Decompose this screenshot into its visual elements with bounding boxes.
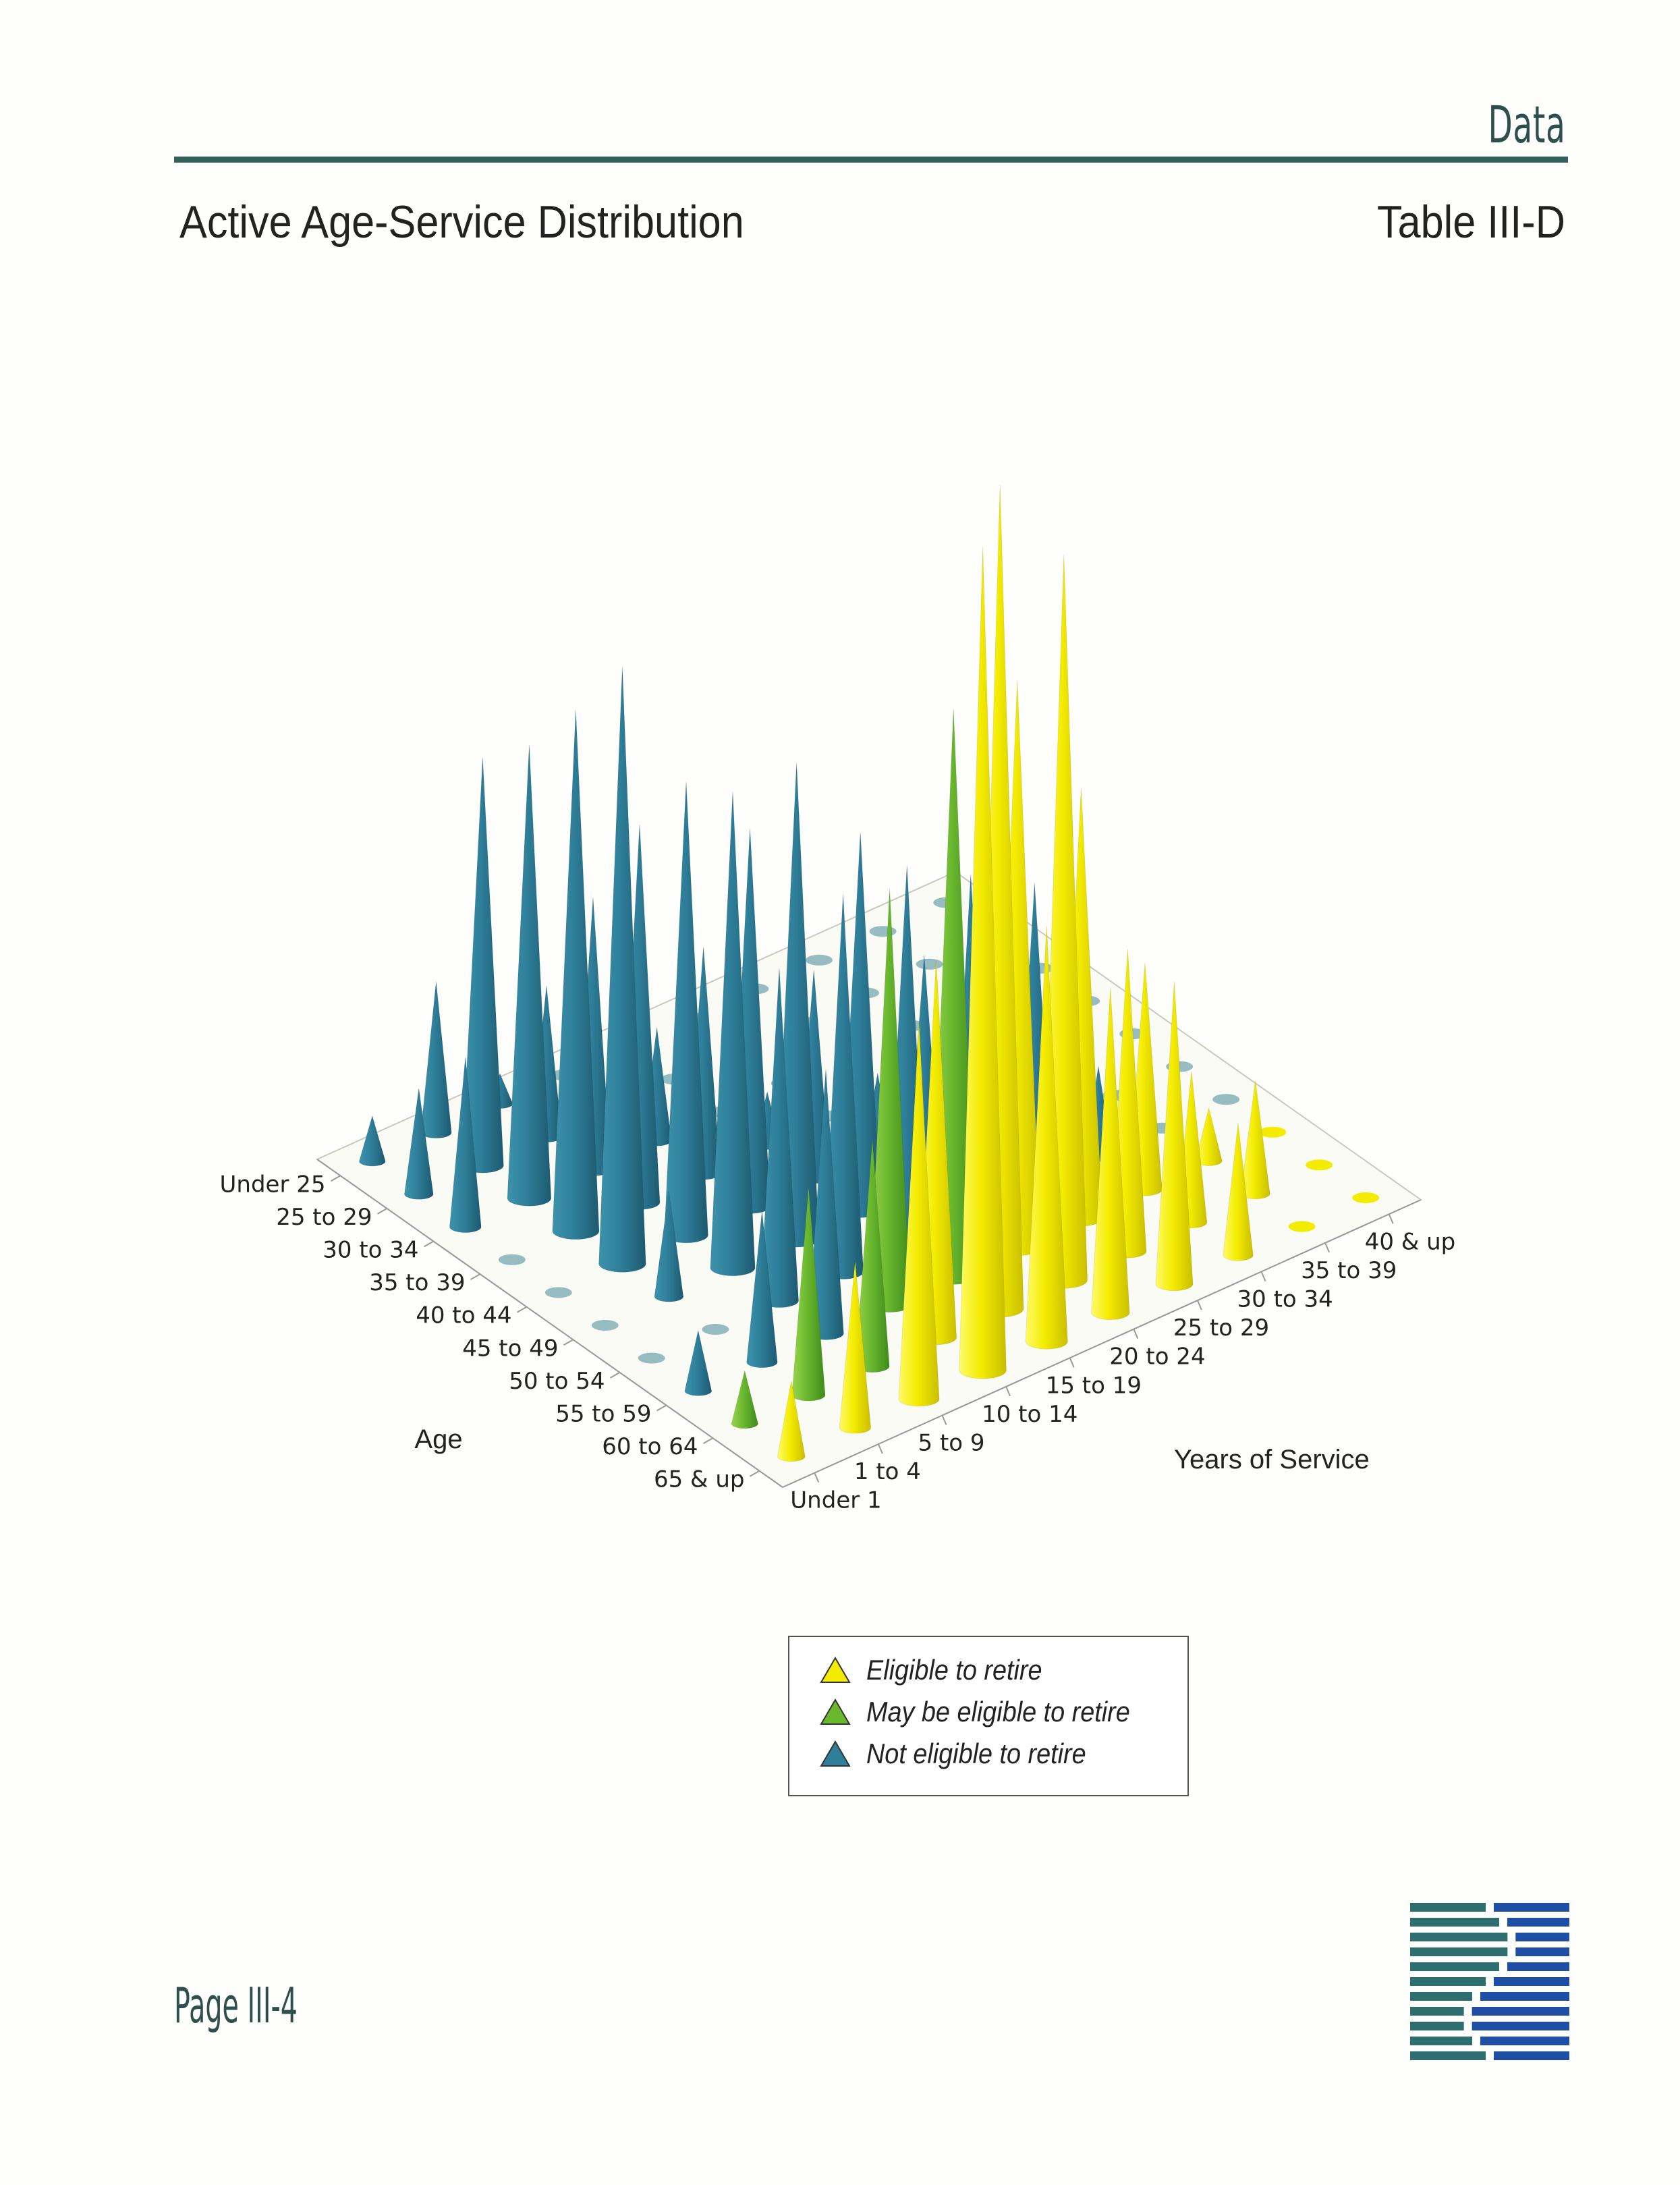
cone-2-1	[507, 744, 552, 1207]
cone-0-0	[358, 1115, 386, 1167]
chart-cones	[358, 485, 1270, 1462]
age-tick-label: 60 to 64	[602, 1433, 698, 1460]
empty-cell-marker	[916, 958, 943, 970]
service-tick	[1069, 1357, 1075, 1368]
age-tick	[331, 1175, 341, 1182]
cone-9-4	[1025, 925, 1068, 1350]
service-tick	[877, 1443, 883, 1454]
empty-cell-marker	[806, 954, 833, 966]
service-tick-label: 40 & up	[1365, 1228, 1456, 1255]
empty-cell-marker	[869, 926, 897, 937]
empty-cell-marker	[1288, 1221, 1316, 1232]
empty-cell-marker	[498, 1254, 526, 1265]
page-number: Page III-4	[174, 1977, 298, 2034]
age-tick	[470, 1273, 480, 1280]
service-tick-label: 1 to 4	[854, 1458, 921, 1485]
legend-label: Eligible to retire	[866, 1654, 1042, 1686]
cone-4-1	[598, 666, 646, 1273]
service-tick-label: Under 1	[790, 1487, 881, 1514]
cone-9-0	[777, 1381, 806, 1462]
cone-9-5	[1090, 987, 1130, 1321]
service-tick-label: 25 to 29	[1173, 1315, 1269, 1342]
empty-cell-marker	[1306, 1159, 1333, 1171]
service-tick	[941, 1415, 947, 1425]
age-tick-label: 45 to 49	[462, 1335, 558, 1362]
age-tick-label: 65 & up	[654, 1466, 745, 1493]
triangle-icon	[820, 1698, 851, 1725]
service-tick-label: 35 to 39	[1301, 1257, 1397, 1284]
age-tick	[377, 1208, 387, 1215]
age-tick-label: 55 to 59	[555, 1401, 651, 1428]
age-tick-label: Under 25	[220, 1171, 326, 1198]
cone-9-7	[1223, 1123, 1254, 1261]
age-tick	[563, 1339, 573, 1346]
age-tick	[517, 1306, 527, 1313]
cone-9-2	[898, 1021, 940, 1407]
company-logo	[1410, 1903, 1569, 2060]
service-tick	[1133, 1329, 1139, 1339]
chart-legend: Eligible to retire May be eligible to re…	[788, 1636, 1189, 1796]
age-axis-title: Age	[414, 1425, 462, 1454]
empty-cell-marker	[591, 1320, 619, 1331]
service-tick	[1260, 1271, 1266, 1281]
age-axis-line	[316, 1159, 783, 1488]
cone-5-1	[654, 1190, 684, 1302]
triangle-icon	[820, 1740, 851, 1767]
service-tick	[1196, 1300, 1202, 1310]
cone-5-2	[710, 792, 756, 1277]
cone-9-3	[959, 546, 1007, 1379]
cone-7-1	[746, 1211, 778, 1368]
age-tick-label: 50 to 54	[509, 1368, 605, 1395]
age-tick-label: 35 to 39	[369, 1269, 465, 1296]
legend-item-may-be-eligible: May be eligible to retire	[819, 1691, 1187, 1733]
table-id: Table III-D	[1377, 196, 1565, 248]
cone-9-1	[839, 1261, 872, 1434]
age-tick-label: 40 to 44	[416, 1302, 511, 1329]
service-tick-label: 30 to 34	[1237, 1286, 1333, 1313]
age-tick	[424, 1240, 434, 1248]
service-tick-label: 10 to 14	[982, 1401, 1077, 1428]
cone-3-1	[552, 709, 600, 1240]
age-tick-label: 25 to 29	[276, 1204, 372, 1231]
age-tick-label: 30 to 34	[323, 1237, 418, 1264]
service-tick	[1005, 1386, 1011, 1397]
empty-cell-marker	[702, 1324, 729, 1335]
age-tick	[610, 1372, 620, 1379]
empty-cell-marker	[1352, 1192, 1380, 1203]
service-axis-line	[782, 1199, 1422, 1488]
cone-9-6	[1155, 981, 1194, 1292]
section-label: Data	[1488, 94, 1565, 155]
service-axis-title: Years of Service	[1174, 1445, 1370, 1474]
cone-7-0	[684, 1330, 712, 1396]
service-tick	[814, 1472, 820, 1483]
legend-item-eligible: Eligible to retire	[819, 1649, 1187, 1691]
age-tick	[656, 1404, 667, 1412]
age-tick	[703, 1437, 713, 1444]
empty-cell-marker	[638, 1352, 665, 1364]
legend-label: Not eligible to retire	[866, 1738, 1086, 1769]
cone-2-0	[449, 1057, 482, 1234]
empty-cell-marker	[1259, 1126, 1287, 1138]
empty-cell-marker	[544, 1287, 572, 1298]
legend-label: May be eligible to retire	[866, 1696, 1130, 1727]
service-tick	[1324, 1242, 1331, 1253]
cone-0-1	[420, 981, 452, 1139]
empty-cell-marker	[1212, 1094, 1240, 1105]
age-tick	[750, 1470, 760, 1477]
triangle-icon	[820, 1657, 851, 1683]
service-tick-label: 15 to 19	[1046, 1372, 1142, 1399]
service-tick-label: 5 to 9	[918, 1430, 985, 1457]
cone-1-0	[403, 1088, 434, 1200]
page-title: Active Age-Service Distribution	[179, 196, 744, 248]
header-rule	[174, 157, 1568, 163]
service-tick-label: 20 to 24	[1109, 1344, 1205, 1371]
legend-item-not-eligible: Not eligible to retire	[819, 1733, 1187, 1775]
cone-8-0	[731, 1371, 758, 1429]
service-tick	[1388, 1213, 1394, 1224]
